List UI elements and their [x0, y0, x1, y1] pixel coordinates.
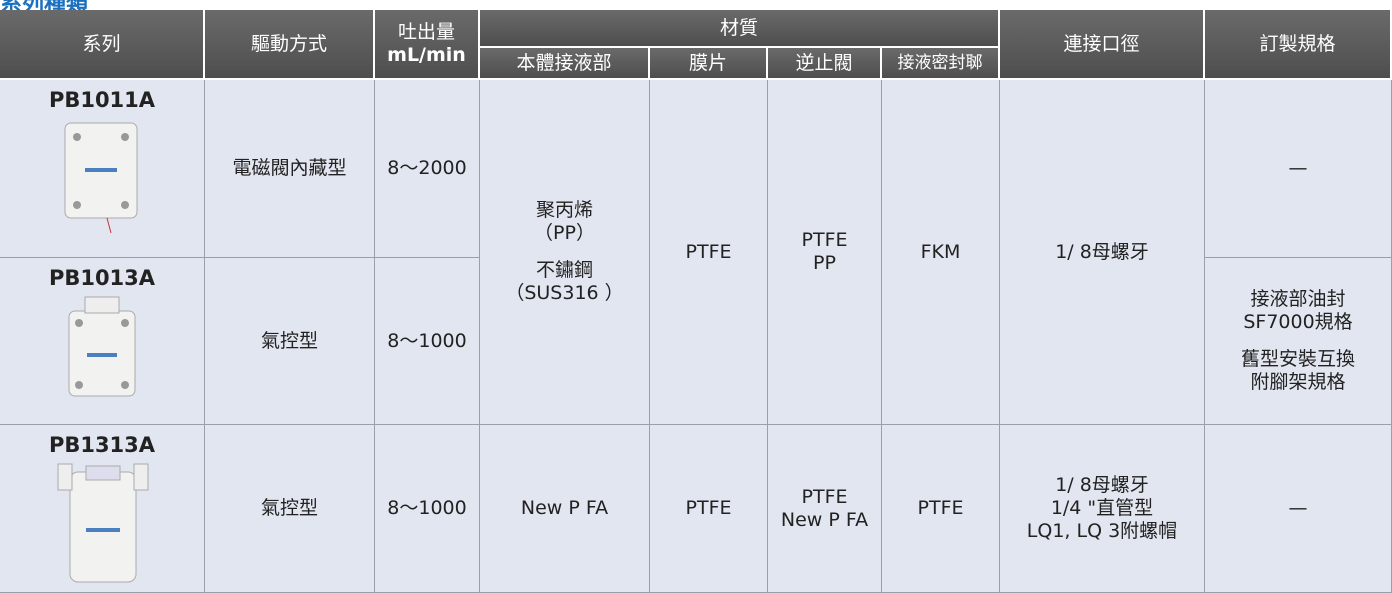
cell: PTFE PP — [768, 80, 882, 425]
header-cell: 連接口徑 — [1000, 10, 1205, 80]
cell-line: PP — [813, 252, 836, 274]
header-cell: 訂製規格 — [1205, 10, 1392, 80]
product-photo — [64, 122, 138, 234]
cell: 電磁閥內藏型 — [205, 80, 375, 258]
header-text: mL/min — [387, 44, 466, 66]
cell: FKM — [882, 80, 1000, 425]
cell-line: New P FA — [780, 508, 869, 531]
cell-line: （SUS316 ） — [505, 281, 624, 304]
cell: PTFE — [882, 425, 1000, 593]
cell: — — [1205, 425, 1392, 593]
model-name: PB1011A — [48, 88, 156, 112]
cell: 接液部油封 SF7000規格 舊型安裝互換 附腳架規格 — [1205, 258, 1392, 425]
header-cell: 吐出量 mL/min — [375, 10, 480, 80]
cell-line: 不鏽鋼 — [535, 259, 593, 281]
cell: 1/ 8母螺牙 — [1000, 80, 1205, 425]
cell-line: 接液部油封 — [1250, 288, 1346, 311]
cell: 8～1000 — [375, 258, 480, 425]
cell: 8～2000 — [375, 80, 480, 258]
cell-line: 附腳架規格 — [1250, 370, 1346, 393]
header-cell: 系列 — [0, 10, 205, 80]
cell: — — [1205, 80, 1392, 258]
model-name: PB1313A — [48, 433, 156, 457]
header-text: 吐出量 — [397, 21, 455, 44]
model-cell: PB1013A — [0, 258, 205, 425]
header-cell: 接液密封郰 — [882, 48, 1000, 80]
cell-line: PTFE — [801, 229, 848, 252]
cell-line: 聚丙烯 — [535, 199, 593, 222]
cell-line: SF7000規格 — [1243, 311, 1353, 334]
cell: 聚丙烯 （PP） 不鏽鋼 （SUS316 ） — [480, 80, 650, 425]
model-name: PB1013A — [48, 266, 156, 290]
cell: 1/ 8母螺牙 1/4 "直管型 LQ1, LQ 3附螺帽 — [1000, 425, 1205, 593]
cell-line: 1/4 "直管型 — [1050, 497, 1154, 520]
product-photo — [57, 463, 149, 583]
cell: PTFE — [650, 425, 768, 593]
header-cell: 驅動方式 — [205, 10, 375, 80]
cell-line: 舊型安裝互換 — [1240, 348, 1355, 370]
cell: PTFE New P FA — [768, 425, 882, 593]
cell: PTFE — [650, 80, 768, 425]
cell: 8～1000 — [375, 425, 480, 593]
cell: 氣控型 — [205, 258, 375, 425]
product-photo — [68, 296, 136, 397]
cell-line: 1/ 8母螺牙 — [1055, 474, 1149, 497]
cell-line: LQ1, LQ 3附螺帽 — [1026, 519, 1178, 542]
model-cell: PB1313A — [0, 425, 205, 593]
cell: New P FA — [480, 425, 650, 593]
cell-line: PTFE — [801, 485, 848, 508]
header-cell: 膜片 — [650, 48, 768, 80]
cell: 氣控型 — [205, 425, 375, 593]
header-cell: 本體接液部 — [480, 48, 650, 80]
model-cell: PB1011A — [0, 80, 205, 258]
header-cell: 逆止閥 — [768, 48, 882, 80]
header-cell: 材質 — [480, 10, 1000, 48]
cell-line: （PP） — [534, 222, 595, 245]
